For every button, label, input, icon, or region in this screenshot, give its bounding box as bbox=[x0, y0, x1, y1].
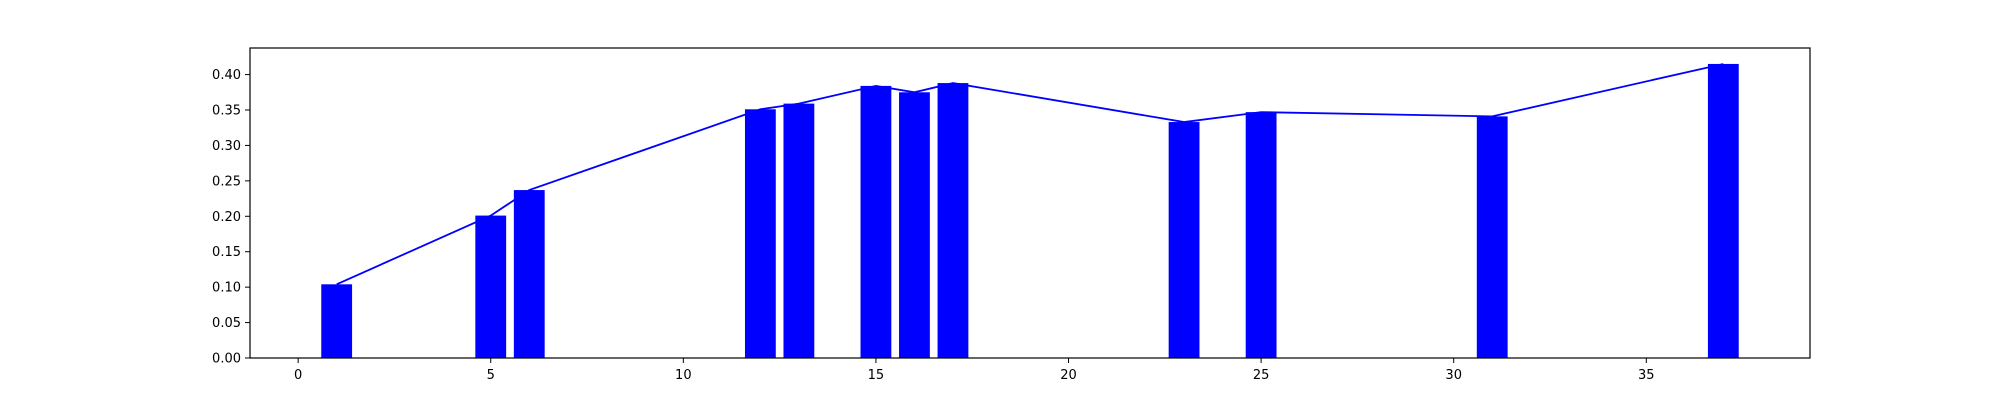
y-tick-label: 0.15 bbox=[212, 245, 241, 260]
ticks-layer: 0 5 10 15 20 25 30 35 0.00 0.05 0.10 0.15 0.20 0.25 0.… bbox=[212, 68, 1655, 383]
y-tick-label: 0.25 bbox=[212, 174, 241, 189]
bar-mark bbox=[783, 103, 815, 358]
bar-mark bbox=[321, 284, 353, 358]
x-tick-label: 30 bbox=[1445, 368, 1462, 383]
y-tick-label: 0.20 bbox=[212, 210, 241, 225]
bar-mark bbox=[937, 83, 969, 359]
plot-frame bbox=[249, 47, 1811, 359]
y-tick-label: 0.35 bbox=[212, 104, 241, 119]
line-layer bbox=[336, 63, 1724, 286]
x-tick-label: 0 bbox=[294, 368, 302, 383]
y-tick-label: 0.05 bbox=[212, 316, 241, 331]
x-tick-label: 20 bbox=[1060, 368, 1077, 383]
x-tick-label: 35 bbox=[1638, 368, 1655, 383]
axes-layer bbox=[249, 47, 1811, 359]
y-tick-label: 0.30 bbox=[212, 139, 241, 154]
bar-mark bbox=[899, 92, 930, 359]
y-tick-label: 0.40 bbox=[212, 68, 241, 83]
x-tick-label: 10 bbox=[675, 368, 692, 383]
bar-mark bbox=[513, 190, 545, 358]
x-tick-label: 25 bbox=[1253, 368, 1270, 383]
x-tick-label: 5 bbox=[487, 368, 495, 383]
bar-mark bbox=[860, 85, 892, 358]
y-tick-label: 0.10 bbox=[212, 281, 241, 296]
series-line bbox=[336, 63, 1724, 286]
bar-mark bbox=[1168, 122, 1200, 358]
bar-mark bbox=[1707, 63, 1739, 358]
bar-mark bbox=[1245, 112, 1277, 358]
y-tick-label: 0.00 bbox=[212, 352, 241, 367]
bar-mark bbox=[475, 215, 507, 358]
bars-layer bbox=[321, 63, 1739, 359]
bar-mark bbox=[1476, 116, 1508, 359]
x-tick-label: 15 bbox=[868, 368, 885, 383]
bar-mark bbox=[744, 109, 776, 358]
